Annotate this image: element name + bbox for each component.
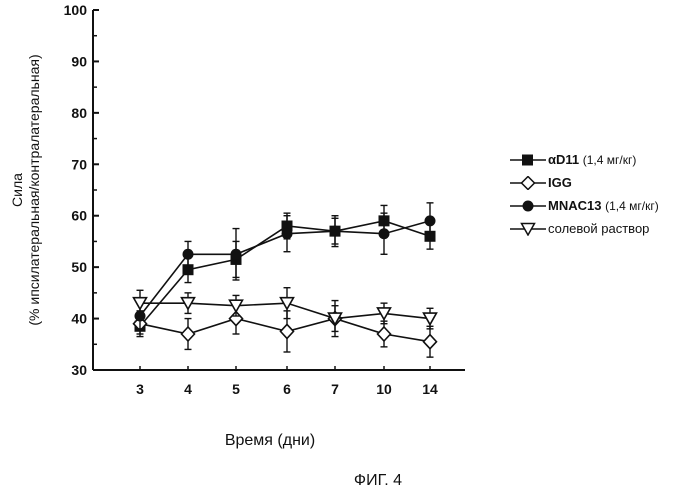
- filled-circle-marker-icon: [508, 199, 548, 213]
- y-axis-label-line2: (% ипсилатеральная/контралатеральная): [26, 54, 43, 325]
- legend-item-saline: солевой раствор: [508, 217, 659, 240]
- data-point-diamond: [182, 327, 195, 341]
- data-point-circle: [231, 249, 242, 260]
- data-point-diamond: [378, 327, 391, 341]
- data-point-circle: [282, 228, 293, 239]
- y-tick-label: 90: [71, 53, 87, 69]
- data-point-circle: [425, 215, 436, 226]
- y-tick-label: 60: [71, 208, 87, 224]
- y-tick-label: 50: [71, 259, 87, 275]
- x-axis-label: Время (дни): [170, 432, 370, 450]
- y-axis-label-line1: Сила: [9, 54, 26, 325]
- legend-item-ad11: αD11 (1,4 мг/кг): [508, 148, 659, 171]
- legend-unit-mnac13: (1,4 мг/кг): [605, 199, 659, 213]
- x-tick-label: 6: [283, 381, 291, 397]
- legend: αD11 (1,4 мг/кг) IGG MNAC13 (1,4 мг/кг) …: [508, 148, 659, 240]
- x-tick-label: 10: [376, 381, 392, 397]
- x-tick-label: 14: [422, 381, 438, 397]
- legend-label-mnac13: MNAC13: [548, 198, 601, 213]
- x-tick-label: 4: [184, 381, 192, 397]
- x-tick-label: 7: [331, 381, 339, 397]
- y-tick-label: 80: [71, 105, 87, 121]
- open-diamond-marker-icon: [508, 176, 548, 190]
- y-tick-label: 70: [71, 156, 87, 172]
- legend-item-mnac13: MNAC13 (1,4 мг/кг): [508, 194, 659, 217]
- y-axis-label: Сила (% ипсилатеральная/контралатеральна…: [9, 54, 43, 325]
- legend-item-igg: IGG: [508, 171, 659, 194]
- legend-unit-ad11: (1,4 мг/кг): [583, 153, 637, 167]
- x-tick-label: 3: [136, 381, 144, 397]
- legend-label-ad11: αD11: [548, 152, 579, 167]
- data-point-circle: [183, 249, 194, 260]
- legend-label-igg: IGG: [548, 175, 572, 190]
- legend-label-saline: солевой раствор: [548, 221, 649, 236]
- figure-caption: ФИГ. 4: [328, 472, 428, 490]
- data-point-diamond: [424, 335, 437, 349]
- series-1: [134, 303, 437, 357]
- y-tick-label: 100: [64, 2, 88, 18]
- open-triangle-marker-icon: [508, 222, 548, 236]
- data-point-circle: [379, 228, 390, 239]
- y-tick-label: 40: [71, 311, 87, 327]
- data-point-diamond: [281, 324, 294, 338]
- series-layer: [134, 203, 437, 357]
- y-tick-label: 30: [71, 362, 87, 378]
- data-point-circle: [330, 226, 341, 237]
- x-tick-label: 5: [232, 381, 240, 397]
- filled-square-marker-icon: [508, 153, 548, 167]
